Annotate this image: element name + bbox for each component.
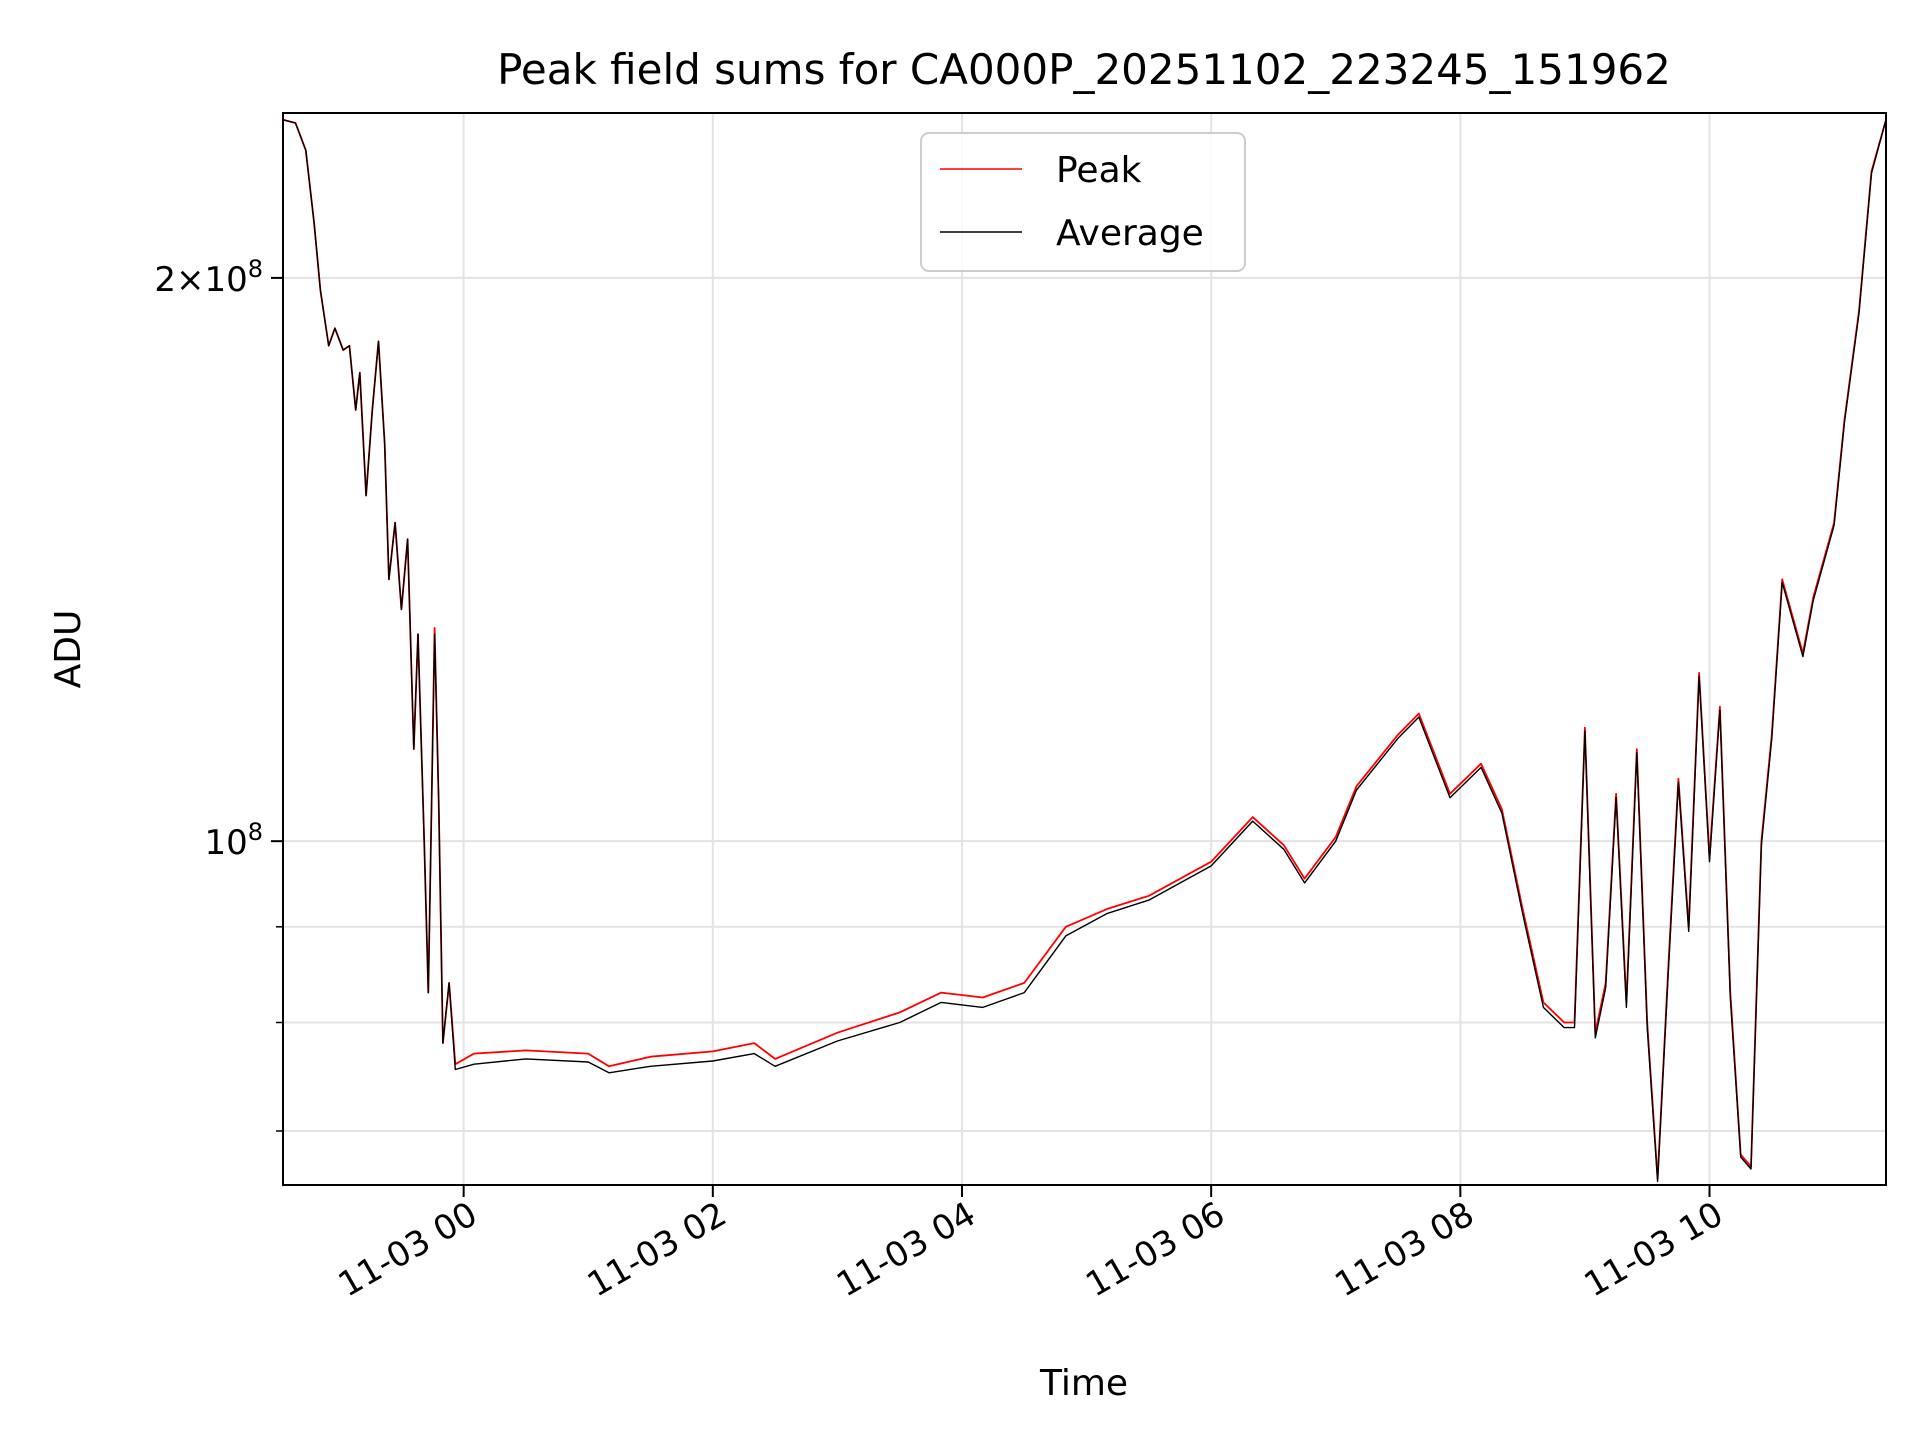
y-tick-exponent: 8 (248, 255, 263, 283)
y-tick-label: 108 (204, 818, 263, 863)
plot-frame (282, 112, 1887, 1186)
series-line-average (282, 119, 1887, 1183)
y-tick-exponent: 8 (248, 818, 263, 846)
y-axis-label: ADU (48, 610, 89, 689)
y-tick-base: 10 (204, 823, 247, 863)
legend-box (920, 132, 1246, 272)
y-tick-base: 10 (204, 260, 247, 300)
y-tick-label: 2×108 (154, 255, 263, 300)
legend: Peak Average (920, 132, 1246, 272)
legend-label-peak: Peak (1056, 150, 1142, 191)
x-axis-label: Time (1039, 1363, 1128, 1404)
y-tick-mantissa: 2× (154, 260, 204, 300)
chart-title: Peak field sums for CA000P_20251102_2232… (497, 45, 1671, 94)
series-layer (282, 118, 1887, 1183)
legend-label-average: Average (1056, 213, 1204, 254)
